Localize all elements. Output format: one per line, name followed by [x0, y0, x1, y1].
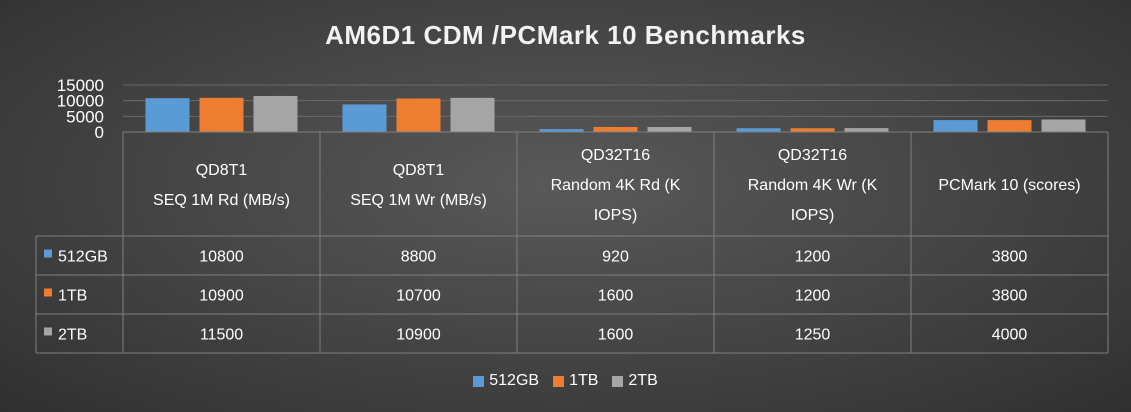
bar [844, 128, 889, 132]
x-category-label: Random 4K Rd (K [551, 177, 681, 194]
data-label: 1600 [598, 327, 634, 344]
x-category-label: Random 4K Wr (K [748, 177, 878, 194]
bar [450, 97, 495, 132]
legend: 512GB 1TB 2TB [0, 372, 1131, 390]
bar [199, 97, 244, 132]
y-tick-label: 5000 [66, 107, 104, 126]
data-label: 1600 [598, 288, 634, 305]
series-name: 2TB [58, 327, 87, 344]
legend-item: 512GB [473, 372, 539, 390]
bar [593, 126, 638, 132]
y-tick-label: 10000 [57, 92, 104, 111]
legend-swatch [612, 375, 624, 387]
bar [539, 129, 584, 132]
bar [253, 95, 298, 132]
bar [987, 120, 1032, 132]
bar [736, 128, 781, 132]
series-name: 512GB [58, 249, 108, 266]
x-category-label: IOPS) [791, 207, 835, 224]
bar [145, 98, 190, 132]
data-label: 8800 [401, 249, 437, 266]
x-category-label: SEQ 1M Wr (MB/s) [350, 192, 487, 209]
series-name: 1TB [58, 288, 87, 305]
bar [342, 104, 387, 132]
x-category-label: IOPS) [594, 207, 638, 224]
legend-item: 2TB [612, 372, 658, 390]
data-label: 920 [602, 249, 629, 266]
data-label: 1250 [795, 327, 831, 344]
data-label: 10800 [199, 249, 244, 266]
data-label: 11500 [200, 327, 243, 344]
x-category-label: QD32T16 [581, 147, 650, 164]
x-category-label: QD8T1 [196, 162, 248, 179]
legend-item: 1TB [553, 372, 598, 390]
series-swatch [44, 288, 52, 297]
y-tick-label: 15000 [57, 76, 104, 95]
series-swatch [44, 327, 52, 336]
x-category-label: SEQ 1M Rd (MB/s) [153, 192, 290, 209]
bar [790, 128, 835, 132]
data-label: 1200 [795, 249, 831, 266]
legend-label: 512GB [489, 372, 540, 389]
data-label: 10700 [396, 288, 441, 305]
data-label: 1200 [795, 288, 831, 305]
x-category-label: QD32T16 [778, 147, 847, 164]
legend-swatch [473, 375, 485, 387]
x-category-label: QD8T1 [393, 162, 445, 179]
legend-swatch [553, 375, 565, 387]
data-label: 4000 [992, 327, 1028, 344]
series-swatch [44, 249, 52, 258]
data-label: 3800 [992, 288, 1028, 305]
bar [396, 98, 441, 132]
bar [933, 120, 978, 132]
legend-label: 2TB [628, 372, 658, 389]
x-category-label: PCMark 10 (scores) [938, 177, 1080, 194]
bar [647, 126, 692, 132]
data-label: 10900 [199, 288, 244, 305]
data-label: 10900 [396, 327, 441, 344]
data-label: 3800 [992, 249, 1028, 266]
legend-label: 1TB [569, 372, 599, 389]
y-tick-label: 0 [95, 123, 104, 142]
chart-title: AM6D1 CDM /PCMark 10 Benchmarks [325, 20, 806, 50]
bar [1041, 119, 1086, 132]
